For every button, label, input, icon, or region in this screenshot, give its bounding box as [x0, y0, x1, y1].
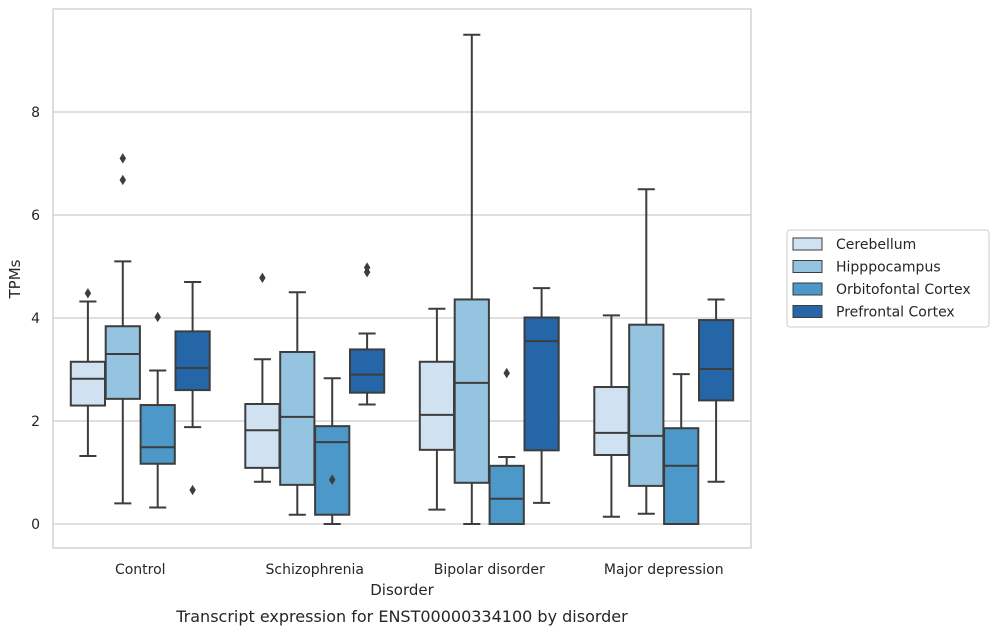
box-series [69, 33, 735, 525]
legend-swatch [792, 282, 823, 296]
box-1-3 [348, 262, 386, 406]
y-axis-label: TPMs [6, 259, 24, 299]
box-body [453, 298, 490, 484]
legend-label: Hipppocampus [836, 260, 941, 276]
plot-frame [52, 8, 752, 549]
box-body [523, 316, 560, 452]
box-0-0 [69, 288, 107, 458]
box-3-3 [697, 298, 735, 483]
y-tick-label: 8 [31, 105, 40, 121]
outlier-point [154, 311, 161, 323]
legend-label: Orbitofontal Cortex [836, 282, 971, 298]
x-tick-labels: Control Schizophrenia Bipolar disorder Majo… [115, 562, 724, 578]
box-body [628, 323, 665, 487]
chart-caption: Transcript expression for ENST0000033410… [175, 607, 628, 626]
box-body [348, 348, 386, 394]
box-1-1 [279, 291, 316, 516]
y-tick-label: 0 [31, 517, 40, 533]
box-body [104, 325, 141, 400]
legend: Cerebellum Hipppocampus Orbitofontal Corte… [786, 229, 990, 328]
x-tick-label: Bipolar disorder [434, 562, 545, 578]
outlier-point [328, 474, 336, 485]
box-body [697, 319, 735, 402]
box-1-2 [314, 377, 351, 525]
box-0-3 [174, 280, 211, 496]
box-body [593, 386, 630, 456]
box-1-0 [244, 272, 281, 483]
x-tick-label: Major depression [604, 562, 724, 578]
box-2-3 [523, 287, 560, 504]
x-tick-label: Control [115, 562, 166, 578]
box-body [279, 350, 316, 486]
y-tick-label: 6 [31, 208, 40, 224]
x-tick-label: Schizophrenia [266, 562, 364, 578]
box-0-1 [104, 153, 141, 505]
box-0-2 [139, 311, 176, 509]
outlier-point [259, 272, 266, 284]
y-tick-label: 4 [31, 311, 40, 327]
outlier-point [363, 266, 371, 278]
box-body [314, 425, 351, 516]
legend-label: Prefrontal Cortex [836, 305, 955, 321]
box-3-2 [663, 373, 700, 525]
box-body [488, 464, 525, 525]
outlier-point [189, 484, 196, 496]
legend-swatch [792, 260, 823, 273]
y-tick-labels: 0 2 4 6 8 [31, 105, 40, 533]
box-body [418, 360, 456, 451]
box-2-0 [418, 307, 456, 511]
box-2-1 [453, 33, 490, 525]
outlier-point [119, 174, 127, 186]
outlier-point [119, 153, 127, 164]
legend-frame [786, 229, 990, 328]
box-3-1 [628, 188, 665, 515]
box-body [244, 403, 281, 469]
box-2-2 [488, 367, 525, 525]
legend-label: Cerebellum [836, 237, 916, 253]
y-tick-label: 2 [31, 414, 40, 430]
box-body [663, 427, 700, 525]
legend-swatch [792, 237, 823, 251]
box-body [174, 330, 211, 392]
x-axis-label: Disorder [370, 581, 434, 599]
outlier-point [84, 288, 92, 299]
box-3-0 [593, 314, 630, 518]
box-body [69, 360, 107, 407]
outlier-point [503, 367, 510, 379]
box-body [139, 404, 176, 465]
legend-swatch [792, 305, 823, 318]
